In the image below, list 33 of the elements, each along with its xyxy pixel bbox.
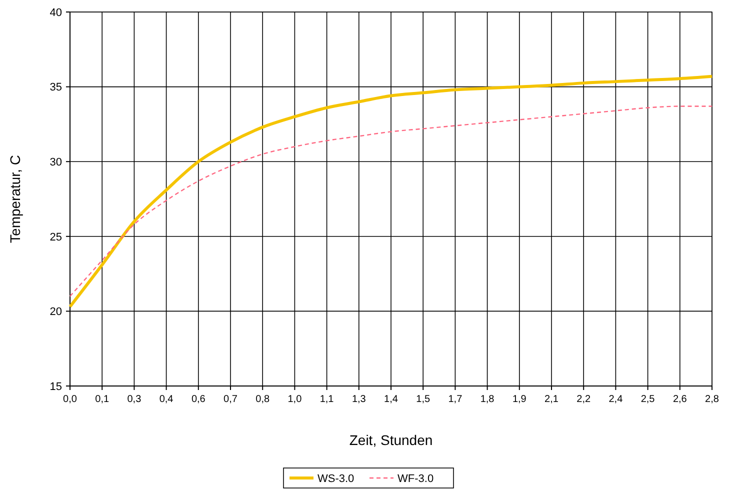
x-tick-label: 1,1	[320, 394, 334, 405]
x-tick-label: 2,1	[544, 394, 559, 405]
legend-label: WS-3.0	[318, 472, 354, 485]
y-tick-label: 35	[50, 82, 62, 94]
x-tick-label: 1,5	[416, 394, 430, 405]
x-tick-label: 0,1	[95, 394, 110, 405]
x-tick-label: 0,7	[224, 394, 238, 405]
x-tick-label: 0,4	[159, 394, 174, 405]
x-tick-label: 1,3	[352, 394, 366, 405]
x-tick-label: 0,6	[191, 394, 206, 405]
y-tick-label: 30	[50, 156, 62, 168]
x-tick-label: 0,8	[256, 394, 270, 405]
x-tick-label: 0,0	[63, 394, 78, 405]
x-axis-title: Zeit, Stunden	[349, 432, 433, 448]
x-tick-label: 1,4	[384, 394, 398, 405]
legend-label: WF-3.0	[398, 472, 434, 485]
x-tick-label: 1,8	[480, 394, 495, 405]
x-tick-label: 2,2	[576, 394, 591, 405]
y-axis-title: Temperatur, C	[7, 155, 23, 243]
x-tick-label: 2,5	[640, 394, 656, 405]
line-series	[68, 74, 714, 308]
y-tick-label: 40	[50, 6, 62, 19]
x-tick-label: 1,7	[448, 394, 463, 405]
y-tick-label: 15	[50, 380, 62, 393]
x-tick-label: 2,4	[608, 394, 624, 405]
x-tick-label: 2,6	[672, 394, 688, 405]
x-tick-label: 0,3	[127, 394, 142, 405]
line-series	[69, 106, 713, 297]
x-tick-label: 1,0	[288, 394, 302, 405]
y-tick-label: 20	[50, 306, 62, 318]
x-tick-label: 1,9	[512, 394, 527, 405]
y-tick-label: 25	[50, 231, 62, 244]
x-tick-label: 2,8	[705, 394, 720, 405]
